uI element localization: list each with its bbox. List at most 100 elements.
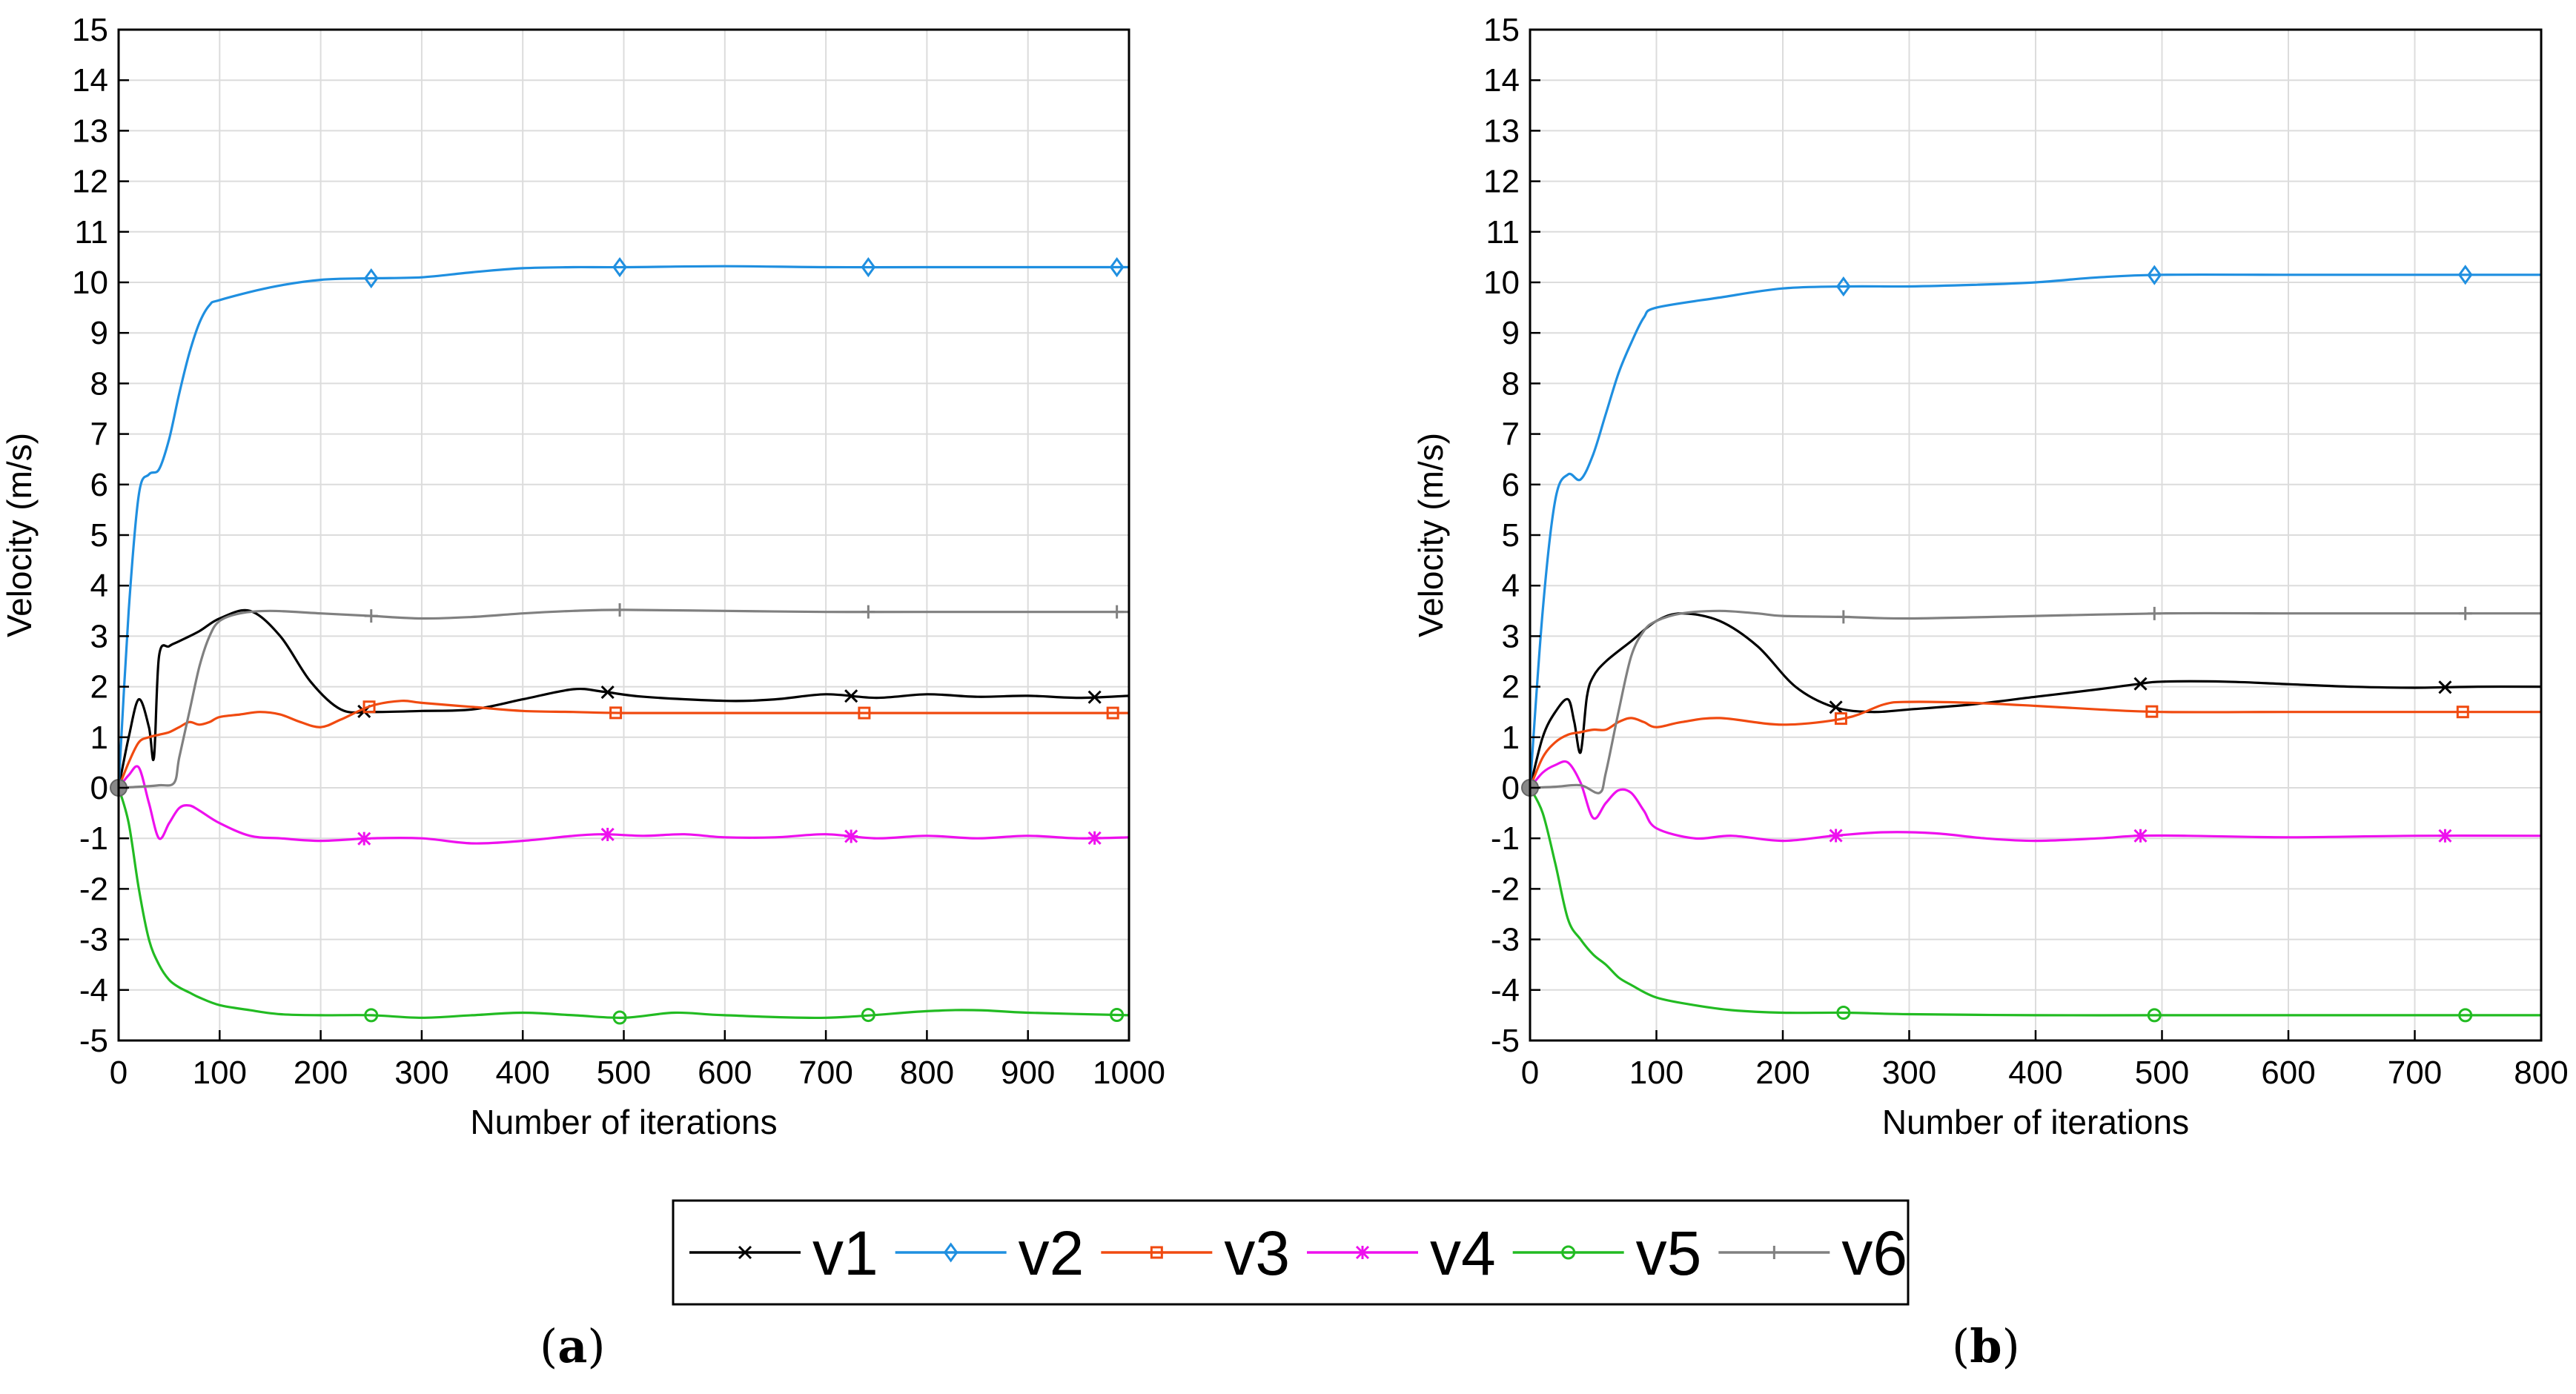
marker-v5	[2458, 1008, 2473, 1023]
y-tick-label: 9	[1502, 315, 1520, 351]
chart-panel-b: 0 100 200 300 400 500 600 700 800-5-4-3-2-101234…	[1411, 12, 2569, 1141]
y-tick-label: 8	[1502, 365, 1520, 402]
y-tick-label: 3	[1502, 618, 1520, 654]
marker-v6	[1836, 610, 1850, 624]
legend-entry-v5: v5	[1512, 1218, 1701, 1288]
x-tick-label: 600	[698, 1055, 752, 1091]
y-tick-label: 5	[90, 517, 108, 554]
legend-label: v2	[1019, 1218, 1085, 1288]
x-tick-label: 300	[394, 1055, 448, 1091]
legend-label: v1	[812, 1218, 878, 1288]
legend-marker-v2	[943, 1242, 958, 1263]
series-line-v2	[1529, 273, 2541, 789]
y-tick-label: 12	[72, 164, 108, 200]
marker-v3	[2456, 706, 2469, 719]
x-tick-label: 100	[1629, 1055, 1683, 1091]
legend-marker-v1	[738, 1245, 752, 1260]
series-v2	[117, 256, 1129, 789]
legend-marker-v3	[1150, 1246, 1163, 1259]
series-line-v1	[117, 608, 1130, 789]
marker-v1	[1087, 690, 1102, 704]
x-tick-label: 200	[1755, 1055, 1810, 1091]
y-tick-label: 2	[1502, 669, 1520, 706]
panel-label-a: (a)	[540, 1319, 606, 1373]
y-tick-label: 11	[1486, 214, 1520, 250]
marker-v2	[1835, 276, 1851, 297]
legend-box	[672, 1199, 1910, 1306]
marker-v1	[2133, 677, 2148, 691]
series-v6	[1529, 606, 2541, 794]
y-tick-label: 4	[1502, 568, 1520, 604]
y-axis-label: Velocity (m/s)	[0, 433, 39, 637]
marker-v1	[600, 686, 615, 700]
marker-v5	[1836, 1005, 1851, 1020]
series-line-v3	[1529, 700, 2541, 789]
x-tick-label: 200	[294, 1055, 348, 1091]
y-tick-label: -5	[1491, 1023, 1520, 1059]
x-tick-label: 800	[2514, 1055, 2568, 1091]
y-tick-label: -4	[1491, 972, 1520, 1009]
x-tick-label: 1000	[1093, 1055, 1165, 1091]
marker-v3	[2145, 705, 2159, 718]
y-tick-label: -5	[79, 1023, 108, 1059]
marker-v3	[609, 706, 623, 720]
y-tick-label: 7	[1502, 416, 1520, 453]
x-axis-label: Number of iterations	[1882, 1103, 2189, 1141]
marker-v5	[612, 1010, 627, 1025]
series-line-v5	[1529, 787, 2541, 1017]
series-line-v6	[1529, 609, 2541, 794]
marker-v4	[2438, 829, 2452, 843]
panel-label-b: (b)	[1952, 1319, 2020, 1373]
y-tick-label: 0	[90, 770, 108, 806]
series-line-v4	[1529, 760, 2542, 843]
y-tick-label: 6	[90, 467, 108, 503]
marker-v3	[362, 700, 376, 714]
series-v4	[1529, 760, 2542, 843]
marker-v4	[2133, 829, 2148, 843]
marker-v3	[1834, 712, 1847, 726]
y-tick-label: 15	[72, 12, 108, 48]
x-tick-label: 100	[193, 1055, 247, 1091]
y-tick-label: 12	[1483, 164, 1520, 200]
y-tick-label: -1	[79, 820, 108, 857]
legend-entry-v1: v1	[689, 1218, 878, 1288]
marker-v5	[861, 1008, 875, 1023]
marker-v2	[1109, 256, 1125, 278]
marker-v3	[1106, 706, 1119, 720]
series-v5	[117, 787, 1130, 1025]
y-tick-label: 11	[74, 214, 108, 250]
marker-v3	[858, 706, 871, 720]
marker-v5	[1110, 1007, 1125, 1022]
y-axis-label: Velocity (m/s)	[1411, 433, 1450, 637]
marker-v4	[357, 832, 371, 846]
x-tick-label: 0	[1521, 1055, 1539, 1091]
y-tick-label: -3	[79, 922, 108, 958]
marker-v6	[1110, 605, 1124, 619]
y-tick-label: 6	[1502, 467, 1520, 503]
marker-v4	[1087, 831, 1102, 845]
marker-v6	[613, 603, 627, 617]
legend-entry-v3: v3	[1101, 1218, 1290, 1288]
marker-v4	[1829, 829, 1843, 843]
legend-marker-v5	[1561, 1245, 1576, 1260]
chart-panel-a: 0 100 200 300 400 500 600 700 800 900 1000-5-4-3-2…	[0, 12, 1165, 1141]
y-tick-label: -3	[1491, 922, 1520, 958]
marker-v6	[2148, 606, 2162, 620]
y-tick-label: 1	[1502, 720, 1520, 756]
x-tick-label: 500	[597, 1055, 651, 1091]
legend-label: v4	[1430, 1218, 1496, 1288]
marker-v5	[2147, 1008, 2162, 1023]
series-v3	[117, 699, 1129, 789]
x-tick-label: 700	[798, 1055, 852, 1091]
y-tick-label: 3	[90, 618, 108, 654]
series-v4	[117, 765, 1130, 846]
y-tick-label: 14	[72, 62, 108, 99]
series-line-v3	[117, 699, 1129, 789]
y-tick-label: 4	[90, 568, 108, 604]
series-v3	[1529, 700, 2541, 789]
series-line-v2	[117, 265, 1129, 789]
y-tick-label: -2	[79, 871, 108, 907]
y-tick-label: 10	[1483, 265, 1520, 301]
marker-v1	[2438, 680, 2452, 694]
